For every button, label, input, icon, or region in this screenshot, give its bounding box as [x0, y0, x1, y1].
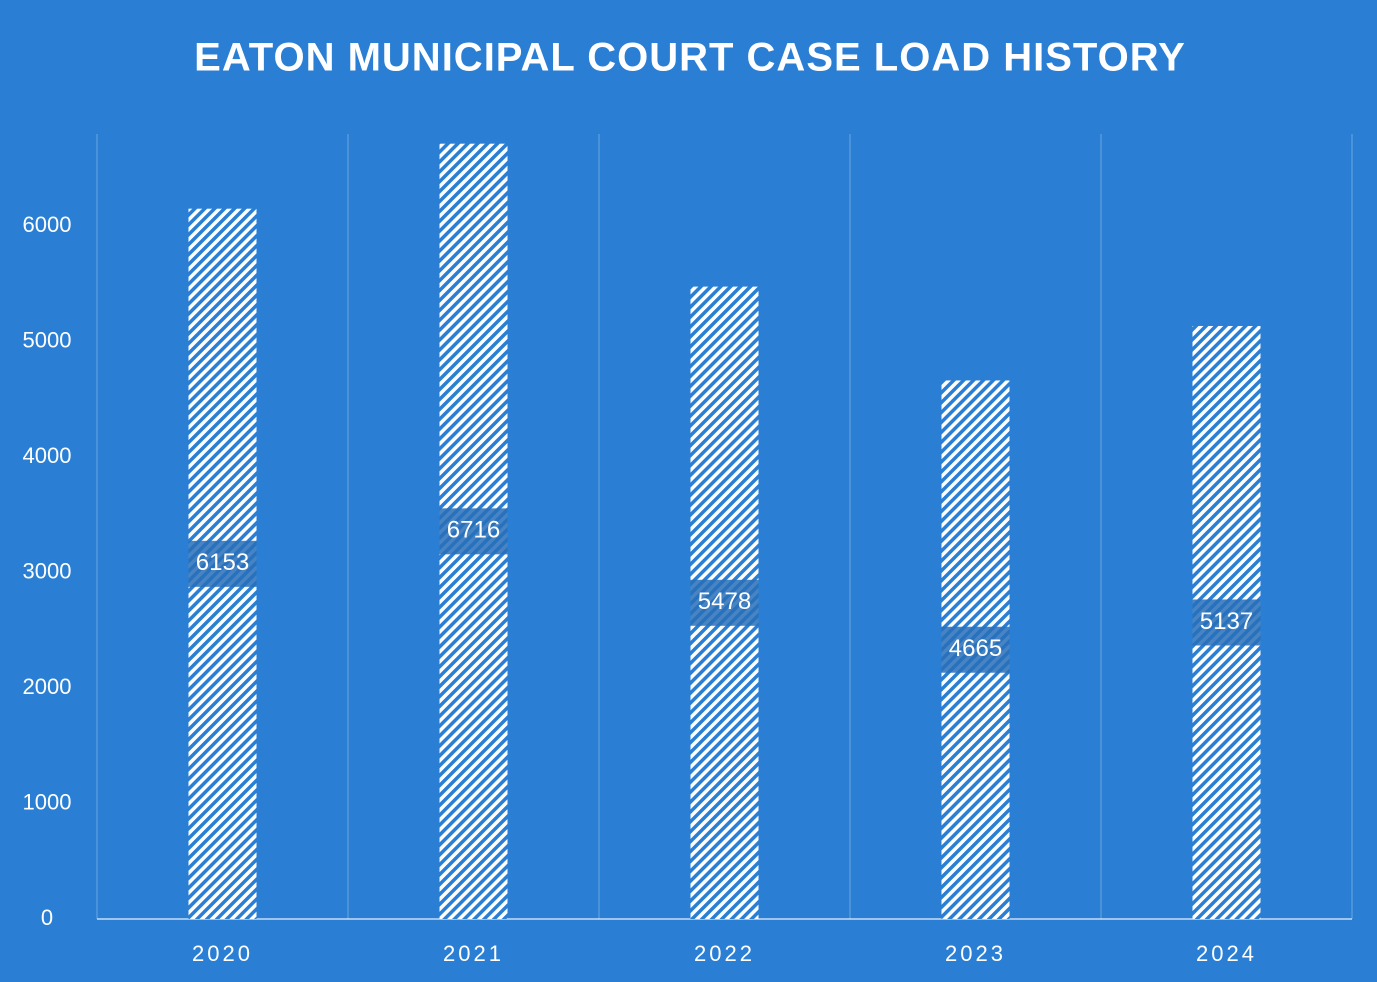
- y-tick-label: 3000: [23, 558, 72, 583]
- data-label-box: [1192, 599, 1261, 646]
- data-label: 6716: [447, 517, 500, 544]
- y-tick-label: 1000: [23, 789, 72, 814]
- y-tick-label: 6000: [23, 212, 72, 237]
- y-tick-label: 4000: [23, 443, 72, 468]
- data-label-box: [439, 508, 508, 555]
- data-label-box: [188, 540, 257, 587]
- x-tick-label: 2020: [192, 941, 253, 966]
- data-label-box: [941, 626, 1010, 673]
- x-tick-label: 2023: [945, 941, 1006, 966]
- x-tick-label: 2024: [1196, 941, 1257, 966]
- data-label-box: [690, 579, 759, 626]
- y-tick-label: 5000: [23, 328, 72, 353]
- x-tick-label: 2021: [443, 941, 504, 966]
- y-tick-label: 2000: [23, 674, 72, 699]
- x-tick-label: 2022: [694, 941, 755, 966]
- data-label: 5478: [698, 588, 751, 615]
- chart-title: EATON MUNICIPAL COURT CASE LOAD HISTORY: [194, 36, 1186, 80]
- data-label: 5137: [1200, 608, 1253, 635]
- data-label: 6153: [196, 549, 249, 576]
- data-label: 4665: [949, 635, 1002, 662]
- y-tick-label: 0: [41, 905, 53, 930]
